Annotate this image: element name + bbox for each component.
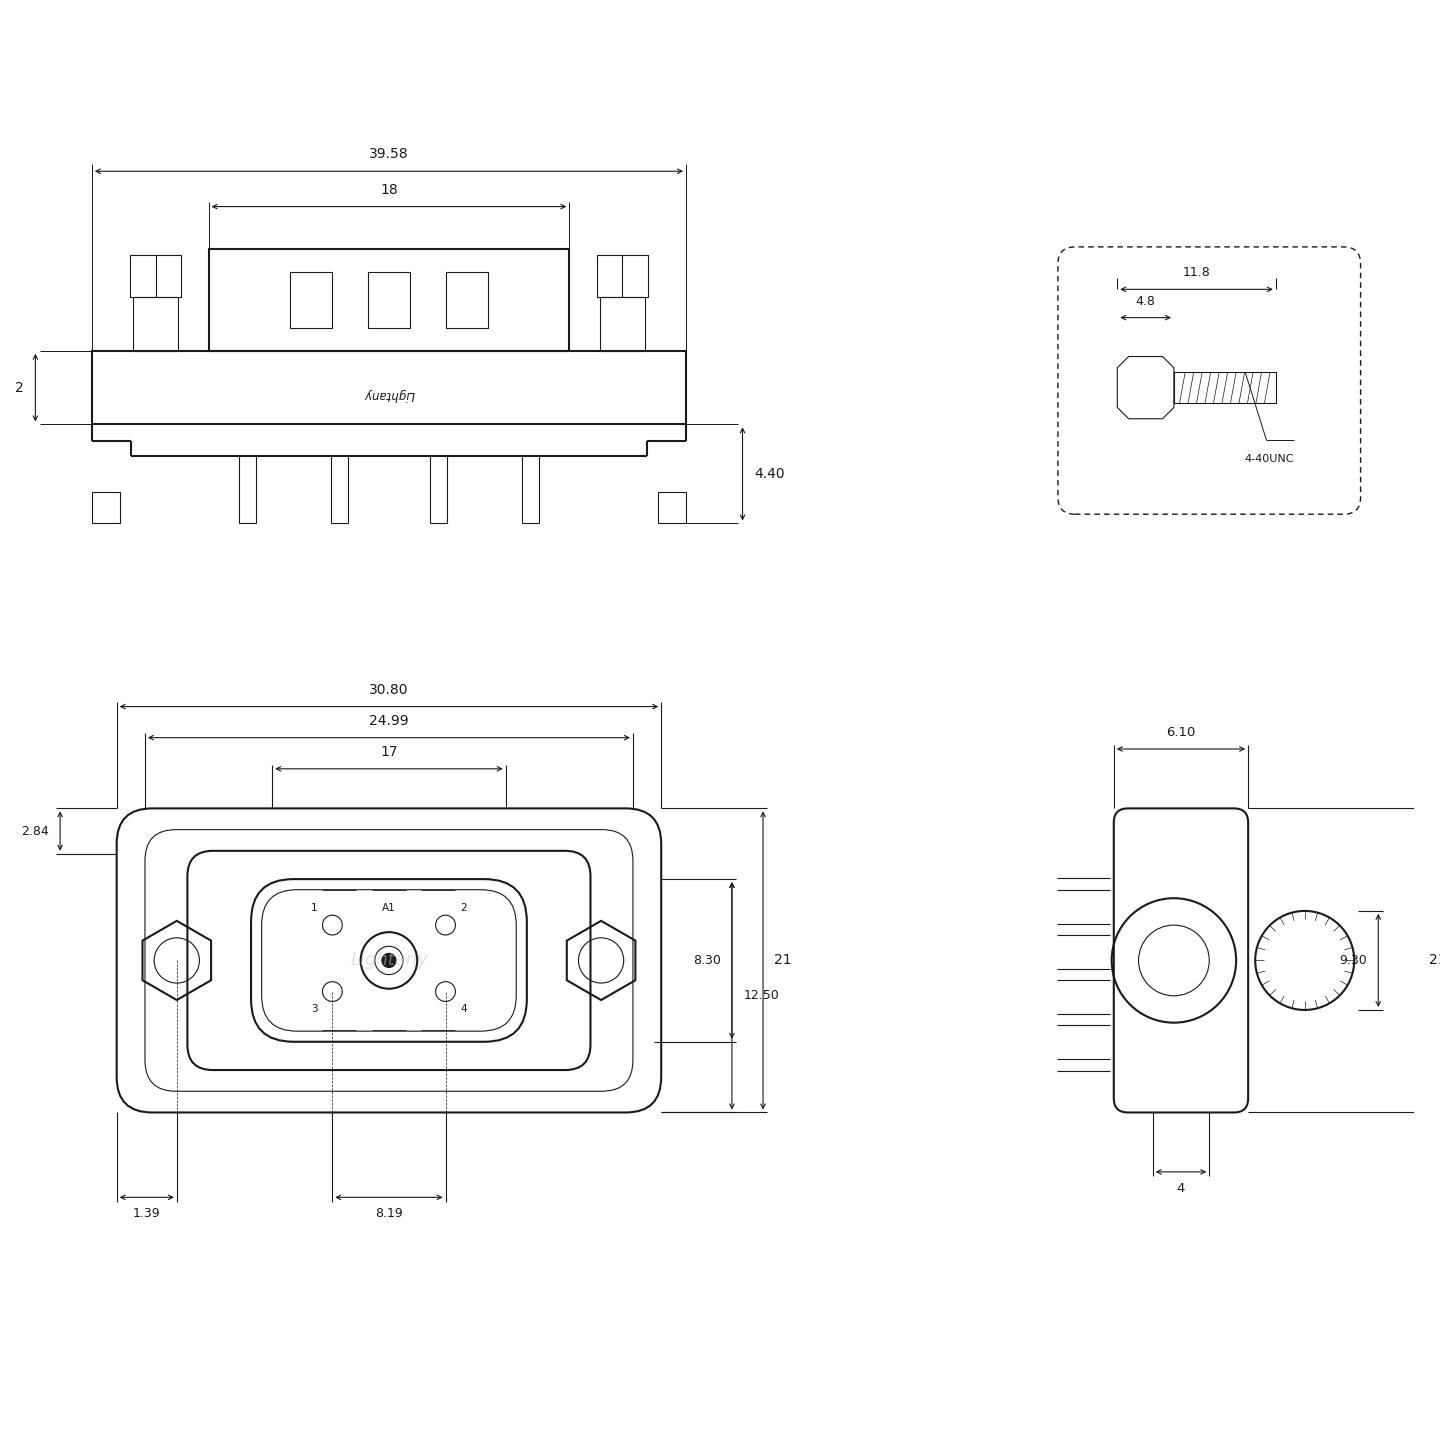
Text: 39.58: 39.58 <box>369 147 409 161</box>
Text: 12.50: 12.50 <box>743 989 779 1002</box>
Bar <box>1174 372 1276 403</box>
Bar <box>367 272 410 328</box>
Text: A1: A1 <box>382 903 396 913</box>
Bar <box>92 492 120 523</box>
Text: Lightany: Lightany <box>363 389 415 402</box>
Text: 21: 21 <box>775 953 792 968</box>
Text: 4.40: 4.40 <box>753 467 785 481</box>
Bar <box>209 249 569 351</box>
Bar <box>599 297 645 351</box>
Text: 9.30: 9.30 <box>1339 953 1367 966</box>
Text: 30.80: 30.80 <box>369 683 409 697</box>
Bar <box>445 272 488 328</box>
Text: Lightany: Lightany <box>350 952 428 969</box>
Text: 8.30: 8.30 <box>693 953 720 966</box>
Bar <box>130 255 181 297</box>
Text: 3: 3 <box>311 1004 317 1014</box>
Text: 4-40UNC: 4-40UNC <box>1244 454 1295 464</box>
Circle shape <box>382 953 396 968</box>
Text: 1: 1 <box>311 903 317 913</box>
Bar <box>289 272 333 328</box>
Text: 4: 4 <box>461 1004 467 1014</box>
Text: 11.8: 11.8 <box>1182 266 1211 279</box>
Bar <box>132 297 179 351</box>
Text: 2: 2 <box>16 380 24 395</box>
Bar <box>658 492 685 523</box>
Text: 18: 18 <box>380 183 397 197</box>
Text: 21: 21 <box>1428 953 1440 968</box>
Text: 1.39: 1.39 <box>132 1207 160 1220</box>
Text: 2.84: 2.84 <box>22 825 49 838</box>
Text: 4.8: 4.8 <box>1136 295 1155 308</box>
Text: 8.19: 8.19 <box>374 1207 403 1220</box>
Text: 6.10: 6.10 <box>1166 726 1195 739</box>
Bar <box>92 351 685 425</box>
Text: 24.99: 24.99 <box>369 714 409 727</box>
Text: 4: 4 <box>1176 1182 1185 1195</box>
Text: 17: 17 <box>380 744 397 759</box>
Text: 2: 2 <box>461 903 467 913</box>
Bar <box>596 255 648 297</box>
